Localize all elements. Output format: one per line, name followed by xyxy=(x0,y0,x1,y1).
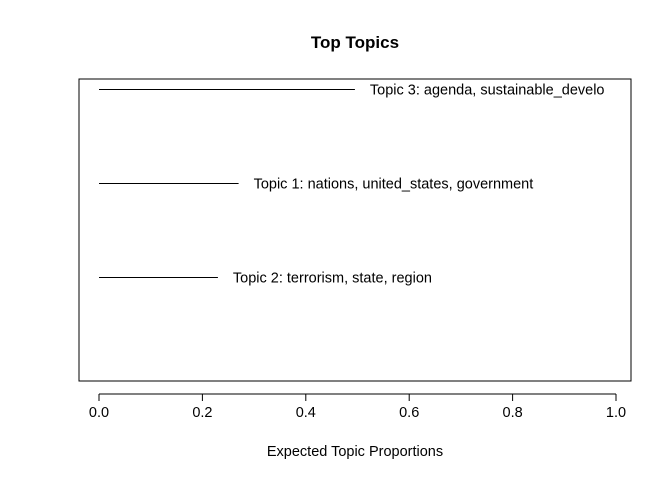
x-axis: 0.0 0.2 0.4 0.6 0.8 1.0 xyxy=(89,393,626,421)
x-tick-label: 0.8 xyxy=(503,405,523,421)
x-tick-label: 0.6 xyxy=(399,405,419,421)
topic-label: Topic 1: nations, united_states, governm… xyxy=(254,177,534,193)
x-tick-label: 0.0 xyxy=(89,405,109,421)
plot-area xyxy=(78,78,632,382)
topic-label: Topic 2: terrorism, state, region xyxy=(233,271,432,287)
bars-layer: Topic 3: agenda, sustainable_develo Topic… xyxy=(99,83,605,287)
chart-title: Top Topics xyxy=(311,33,399,52)
x-axis-label: Expected Topic Proportions xyxy=(267,444,443,460)
x-tick-label: 1.0 xyxy=(606,405,626,421)
x-tick-label: 0.2 xyxy=(192,405,212,421)
topic-label: Topic 3: agenda, sustainable_develo xyxy=(370,83,605,99)
x-tick-label: 0.4 xyxy=(296,405,316,421)
